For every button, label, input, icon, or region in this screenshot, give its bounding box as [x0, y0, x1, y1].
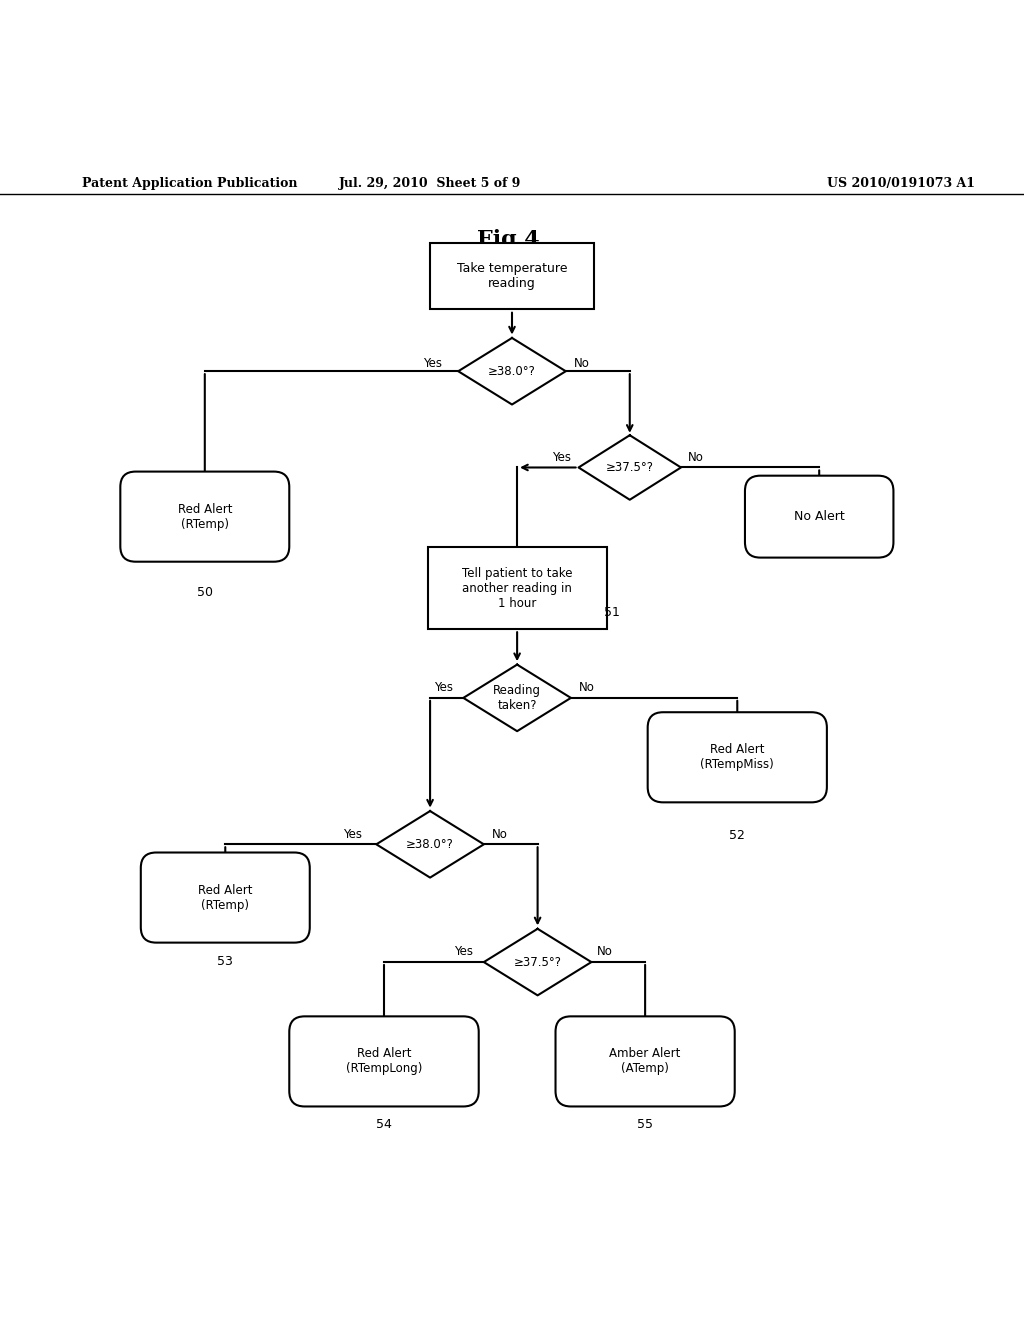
Text: No: No [573, 356, 590, 370]
Text: Red Alert
(RTempMiss): Red Alert (RTempMiss) [700, 743, 774, 771]
Text: Yes: Yes [433, 681, 453, 694]
Text: No: No [579, 681, 595, 694]
Text: Reading
taken?: Reading taken? [494, 684, 541, 711]
Text: ≥37.5°?: ≥37.5°? [514, 956, 561, 969]
Text: 50: 50 [197, 586, 213, 599]
Text: Amber Alert
(ATemp): Amber Alert (ATemp) [609, 1047, 681, 1076]
Polygon shape [377, 810, 483, 878]
Text: 54: 54 [376, 1118, 392, 1131]
Polygon shape [463, 664, 571, 731]
Text: Yes: Yes [454, 945, 473, 958]
FancyBboxPatch shape [141, 853, 309, 942]
FancyBboxPatch shape [555, 1016, 735, 1106]
Text: No Alert: No Alert [794, 510, 845, 523]
Text: Fig.4.: Fig.4. [477, 230, 547, 251]
Text: 52: 52 [729, 829, 745, 842]
FancyBboxPatch shape [745, 475, 893, 557]
Polygon shape [579, 436, 681, 500]
Text: 51: 51 [604, 606, 621, 619]
Polygon shape [459, 338, 565, 404]
Text: No: No [492, 828, 508, 841]
Text: Tell patient to take
another reading in
1 hour: Tell patient to take another reading in … [462, 566, 572, 610]
Text: Take temperature
reading: Take temperature reading [457, 261, 567, 290]
Text: Jul. 29, 2010  Sheet 5 of 9: Jul. 29, 2010 Sheet 5 of 9 [339, 177, 521, 190]
Text: ≥37.5°?: ≥37.5°? [606, 461, 653, 474]
Text: Patent Application Publication: Patent Application Publication [82, 177, 297, 190]
Polygon shape [484, 929, 592, 995]
FancyBboxPatch shape [428, 548, 606, 630]
Text: ≥38.0°?: ≥38.0°? [488, 364, 536, 378]
Text: Yes: Yes [552, 450, 571, 463]
Text: No: No [597, 945, 613, 958]
Text: 53: 53 [217, 954, 233, 968]
Text: Red Alert
(RTempLong): Red Alert (RTempLong) [346, 1047, 422, 1076]
Text: Red Alert
(RTemp): Red Alert (RTemp) [177, 503, 232, 531]
Text: 55: 55 [637, 1118, 653, 1131]
FancyBboxPatch shape [121, 471, 290, 562]
Text: ≥38.0°?: ≥38.0°? [407, 838, 454, 851]
FancyBboxPatch shape [647, 713, 826, 803]
FancyBboxPatch shape [430, 243, 594, 309]
Text: No: No [688, 450, 705, 463]
Text: US 2010/0191073 A1: US 2010/0191073 A1 [827, 177, 975, 190]
FancyBboxPatch shape [289, 1016, 478, 1106]
Text: Yes: Yes [343, 828, 362, 841]
Text: Yes: Yes [423, 356, 442, 370]
Text: Red Alert
(RTemp): Red Alert (RTemp) [198, 883, 253, 912]
